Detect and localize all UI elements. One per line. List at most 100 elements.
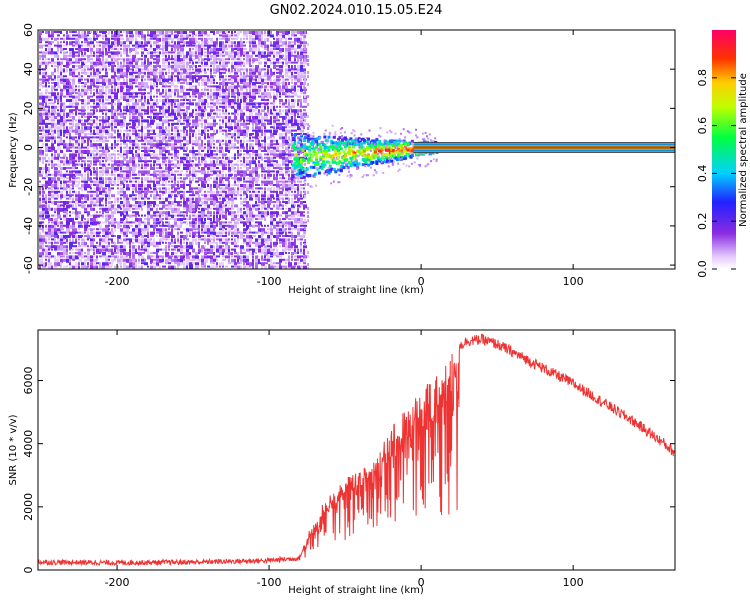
spectrogram-noise-cell bbox=[42, 177, 46, 180]
spectrogram-noise-cell bbox=[126, 37, 129, 42]
spectrogram-noise-cell bbox=[186, 248, 189, 253]
spectrogram-noise-cell bbox=[48, 116, 52, 118]
spectrogram-noise-cell bbox=[90, 255, 93, 259]
spectrogram-noise-cell bbox=[243, 238, 246, 243]
spectrogram-noise-cell bbox=[204, 228, 208, 232]
spectrogram-noise-cell bbox=[192, 231, 196, 236]
spectrogram-noise-cell bbox=[117, 146, 120, 149]
spectrogram-noise-cell bbox=[126, 184, 129, 188]
spectrogram-noise-cell bbox=[189, 204, 192, 209]
spectrogram-noise-cell bbox=[105, 109, 109, 112]
spectrogram-noise-cell bbox=[228, 258, 230, 263]
spectrogram-noise-cell bbox=[189, 136, 191, 141]
spectrogram-noise-cell bbox=[258, 75, 262, 80]
spectrogram-noise-cell bbox=[186, 228, 189, 233]
spectrogram-noise-cell bbox=[150, 160, 152, 163]
spectrogram-noise-cell bbox=[180, 34, 183, 38]
spectrogram-noise-cell bbox=[171, 116, 173, 118]
spectrogram-noise-cell bbox=[177, 119, 181, 123]
spectrogram-noise-cell bbox=[90, 221, 94, 226]
spectrogram-noise-cell bbox=[258, 122, 260, 125]
spectrogram-noise-cell bbox=[201, 88, 203, 91]
spectrogram-noise-cell bbox=[78, 190, 80, 195]
spectrogram-noise-cell bbox=[78, 133, 81, 137]
spectrogram-noise-cell bbox=[243, 146, 245, 150]
spectrogram-noise-cell bbox=[117, 139, 119, 142]
spectrogram-noise-cell bbox=[39, 85, 41, 88]
spectrogram-noise-cell bbox=[156, 122, 160, 126]
spectrogram-noise-cell bbox=[210, 65, 212, 67]
spectrogram-noise-cell bbox=[108, 241, 110, 245]
spectrogram-noise-cell bbox=[270, 238, 272, 242]
spectrogram-noise-cell bbox=[132, 119, 135, 124]
spectrogram-noise-cell bbox=[105, 235, 109, 238]
spectrogram-noise-cell bbox=[111, 75, 115, 80]
spectrogram-noise-cell bbox=[66, 61, 70, 66]
spectrogram-noise-cell bbox=[219, 238, 222, 242]
spectrogram-noise-cell bbox=[135, 194, 137, 197]
spectrogram-noise-cell bbox=[48, 105, 50, 109]
spectrogram-noise-cell bbox=[183, 112, 187, 117]
spectrogram-noise-cell bbox=[81, 102, 84, 105]
spectrogram-noise-cell bbox=[132, 153, 134, 158]
spectrogram-noise-cell bbox=[132, 44, 135, 47]
spectrogram-noise-cell bbox=[237, 265, 241, 269]
spectrogram-noise-cell bbox=[186, 204, 189, 209]
spectrogram-noise-cell bbox=[129, 54, 131, 57]
spectrogram-noise-cell bbox=[165, 167, 169, 170]
spectrogram-noise-cell bbox=[210, 54, 213, 58]
spectrogram-noise-cell bbox=[183, 116, 186, 119]
spectrogram-noise-cell bbox=[105, 224, 109, 228]
spectrogram-noise-cell bbox=[54, 255, 56, 260]
spectrogram-noise-cell bbox=[72, 187, 74, 190]
spectrogram-noise-cell bbox=[213, 170, 217, 175]
spectrogram-noise-cell bbox=[189, 112, 193, 117]
spectrogram-noise-cell bbox=[189, 262, 193, 267]
spectrogram-noise-cell bbox=[207, 228, 211, 233]
spectrogram-noise-cell bbox=[93, 105, 97, 109]
spectrogram-noise-cell bbox=[69, 197, 71, 200]
spectrogram-noise-cell bbox=[228, 71, 231, 74]
spectrogram-noise-cell bbox=[111, 241, 115, 244]
spectrogram-noise-cell bbox=[189, 41, 192, 46]
spectrogram-noise-cell bbox=[84, 252, 86, 254]
spectrogram-noise-cell bbox=[246, 255, 249, 259]
spectrogram-noise-cell bbox=[81, 238, 85, 242]
spectrogram-noise-cell bbox=[87, 122, 90, 125]
spectrogram-noise-cell bbox=[90, 167, 93, 169]
spectrogram-noise-cell bbox=[132, 170, 135, 174]
spectrogram-noise-cell bbox=[216, 170, 219, 173]
spectrogram-noise-cell bbox=[243, 163, 247, 168]
spectrogram-noise-cell bbox=[189, 252, 191, 255]
spectrogram-noise-cell bbox=[201, 255, 205, 260]
spectrogram-noise-cell bbox=[147, 146, 151, 151]
spectrogram-noise-cell bbox=[165, 88, 167, 93]
spectrogram-noise-cell bbox=[108, 167, 111, 169]
spectrogram-noise-cell bbox=[270, 31, 272, 34]
spectrogram-noise-cell bbox=[240, 82, 243, 84]
spectrogram-noise-cell bbox=[156, 54, 160, 58]
spectrogram-noise-cell bbox=[81, 139, 85, 144]
spectrogram-noise-cell bbox=[87, 75, 90, 78]
spectrogram-noise-cell bbox=[279, 184, 283, 186]
spectrogram-noise-cell bbox=[132, 99, 134, 101]
spectrogram-noise-cell bbox=[153, 51, 156, 54]
spectrogram-noise-cell bbox=[132, 265, 136, 269]
spectrogram-noise-cell bbox=[57, 133, 61, 136]
spectrogram-noise-cell bbox=[45, 262, 47, 267]
spectrogram-noise-cell bbox=[228, 207, 232, 210]
spectrogram-noise-cell bbox=[258, 201, 261, 203]
spectrogram-noise-cell bbox=[276, 122, 280, 126]
spectrogram-noise-cell bbox=[216, 51, 219, 55]
spectrogram-noise-cell bbox=[75, 31, 77, 33]
spectrogram-noise-cell bbox=[171, 99, 174, 103]
spectrogram-noise-cell bbox=[213, 44, 216, 48]
spectrogram-noise-cell bbox=[165, 92, 167, 97]
spectrogram-noise-cell bbox=[42, 190, 45, 194]
spectrogram-noise-cell bbox=[99, 31, 102, 33]
spectrogram-noise-cell bbox=[204, 241, 206, 244]
spectrogram-noise-cell bbox=[108, 228, 110, 231]
spectrogram-noise-cell bbox=[180, 136, 184, 139]
spectrogram-noise-cell bbox=[243, 156, 245, 161]
spectrogram-noise-cell bbox=[126, 238, 130, 241]
